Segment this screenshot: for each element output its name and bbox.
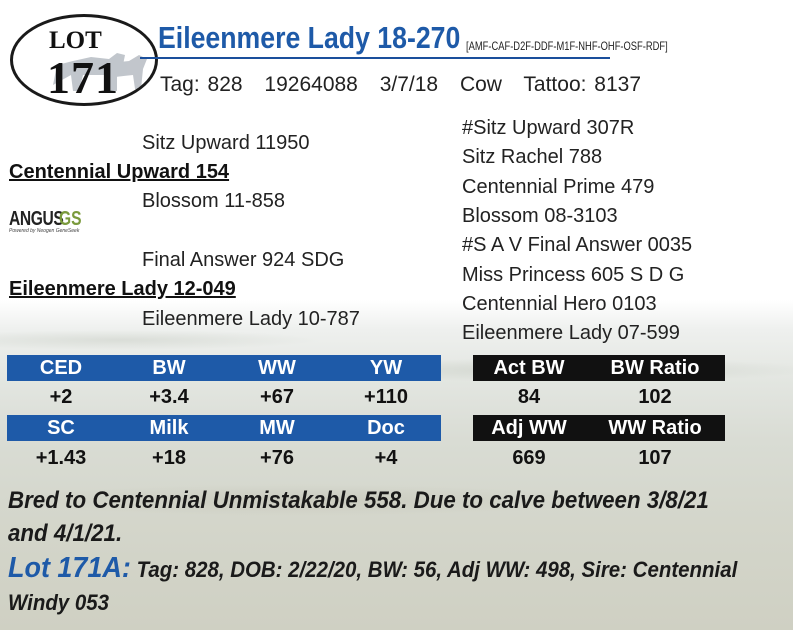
angus-logo-text: ANGUS <box>9 208 64 230</box>
lot-badge: LOT 171 <box>10 14 158 106</box>
pedigree-ancestor: Sitz Rachel 788 <box>462 146 603 168</box>
registration-number: 19264088 <box>264 73 358 96</box>
epd-header-doc: Doc <box>367 417 405 439</box>
pedigree-ancestor: Miss Princess 605 S D G <box>462 264 685 286</box>
actual-value-act-bw: 84 <box>517 386 541 408</box>
lot-a-note: Lot 171A: Tag: 828, DOB: 2/22/20, BW: 56… <box>8 552 752 619</box>
pedigree-ancestor: #Sitz Upward 307R <box>462 117 635 139</box>
logo-tagline: Powered by Neogen GeneSeek <box>9 228 80 234</box>
epd-header-ced: CED <box>39 357 83 379</box>
epd-header-bw: BW <box>152 357 186 379</box>
pedigree-ancestor: Centennial Hero 0103 <box>462 293 657 315</box>
animal-name: Eileenmere Lady 18-270 <box>158 20 461 55</box>
sire: Centennial Upward 154 <box>9 161 230 183</box>
tag: Tag: 828 <box>160 73 243 96</box>
epd-value-yw: +110 <box>364 386 408 408</box>
actual-header-row-1: Act BW BW Ratio <box>473 355 725 381</box>
title-underline <box>140 57 610 59</box>
tattoo: Tattoo: 8137 <box>523 73 642 96</box>
lot-number: 171 <box>47 52 119 103</box>
actual-value-adj-ww: 669 <box>512 447 546 469</box>
sex: Cow <box>459 73 502 96</box>
actual-values-row-1: 84 102 <box>473 384 725 410</box>
angus-gs-logo: ANGUS GS Powered by Neogen GeneSeek <box>9 208 82 234</box>
cattle-silhouette-icon <box>53 53 147 91</box>
actual-header-row-2: Adj WW WW Ratio <box>473 415 725 441</box>
epd-header-row-2: SC Milk MW Doc <box>7 415 441 441</box>
lot-a-details: Tag: 828, DOB: 2/22/20, BW: 56, Adj WW: … <box>8 557 738 615</box>
dam: Eileenmere Lady 12-049 <box>9 278 236 300</box>
epd-header-sc: SC <box>47 417 75 439</box>
sire-dam: Blossom 11-858 <box>142 190 286 212</box>
actual-value-ww-ratio: 107 <box>638 447 672 469</box>
epd-value-milk: +18 <box>152 447 186 469</box>
pedigree-ancestor: Eileenmere Lady 07-599 <box>462 322 680 344</box>
breeding-note: Bred to Centennial Unmistakable 558. Due… <box>8 487 709 547</box>
animal-info-line: Tag: 828 19264088 3/7/18 Cow Tattoo: 813… <box>160 73 655 97</box>
epd-values-row-1: +2 +3.4 +67 +110 <box>7 384 441 410</box>
epd-value-ww: +67 <box>260 386 294 408</box>
actual-header-bw-ratio: BW Ratio <box>610 357 700 379</box>
epd-value-bw: +3.4 <box>149 386 189 408</box>
actual-header-act-bw: Act BW <box>493 357 565 379</box>
gs-logo-text: GS <box>59 208 82 230</box>
epd-header-mw: MW <box>259 417 295 439</box>
epd-header-row-1: CED BW WW YW <box>7 355 441 381</box>
epd-values-row-2: +1.43 +18 +76 +4 <box>7 445 441 471</box>
epd-value-doc: +4 <box>374 447 398 469</box>
actual-value-bw-ratio: 102 <box>638 386 672 408</box>
pedigree-ancestor: #S A V Final Answer 0035 <box>462 234 693 256</box>
sire-sire: Sitz Upward 11950 <box>142 132 310 154</box>
genetic-codes: [AMF-CAF-D2F-DDF-M1F-NHF-OHF-OSF-RDF] <box>466 39 668 53</box>
pedigree-ancestor: Centennial Prime 479 <box>462 176 655 198</box>
epd-value-mw: +76 <box>260 447 294 469</box>
lot-a-label: Lot 171A: <box>8 552 131 584</box>
epd-header-ww: WW <box>258 357 296 379</box>
lot-label: LOT <box>49 27 102 54</box>
epd-value-sc: +1.43 <box>35 447 87 469</box>
pedigree-ancestor: Blossom 08-3103 <box>462 205 618 227</box>
actual-header-adj-ww: Adj WW <box>491 417 567 439</box>
actual-header-ww-ratio: WW Ratio <box>608 417 702 439</box>
dam-sire: Final Answer 924 SDG <box>142 249 345 271</box>
epd-header-milk: Milk <box>149 417 189 439</box>
dam-dam: Eileenmere Lady 10-787 <box>142 308 360 330</box>
epd-value-ced: +2 <box>49 386 73 408</box>
birth-date: 3/7/18 <box>379 73 439 96</box>
epd-header-yw: YW <box>369 357 403 379</box>
actual-values-row-2: 669 107 <box>473 445 725 471</box>
